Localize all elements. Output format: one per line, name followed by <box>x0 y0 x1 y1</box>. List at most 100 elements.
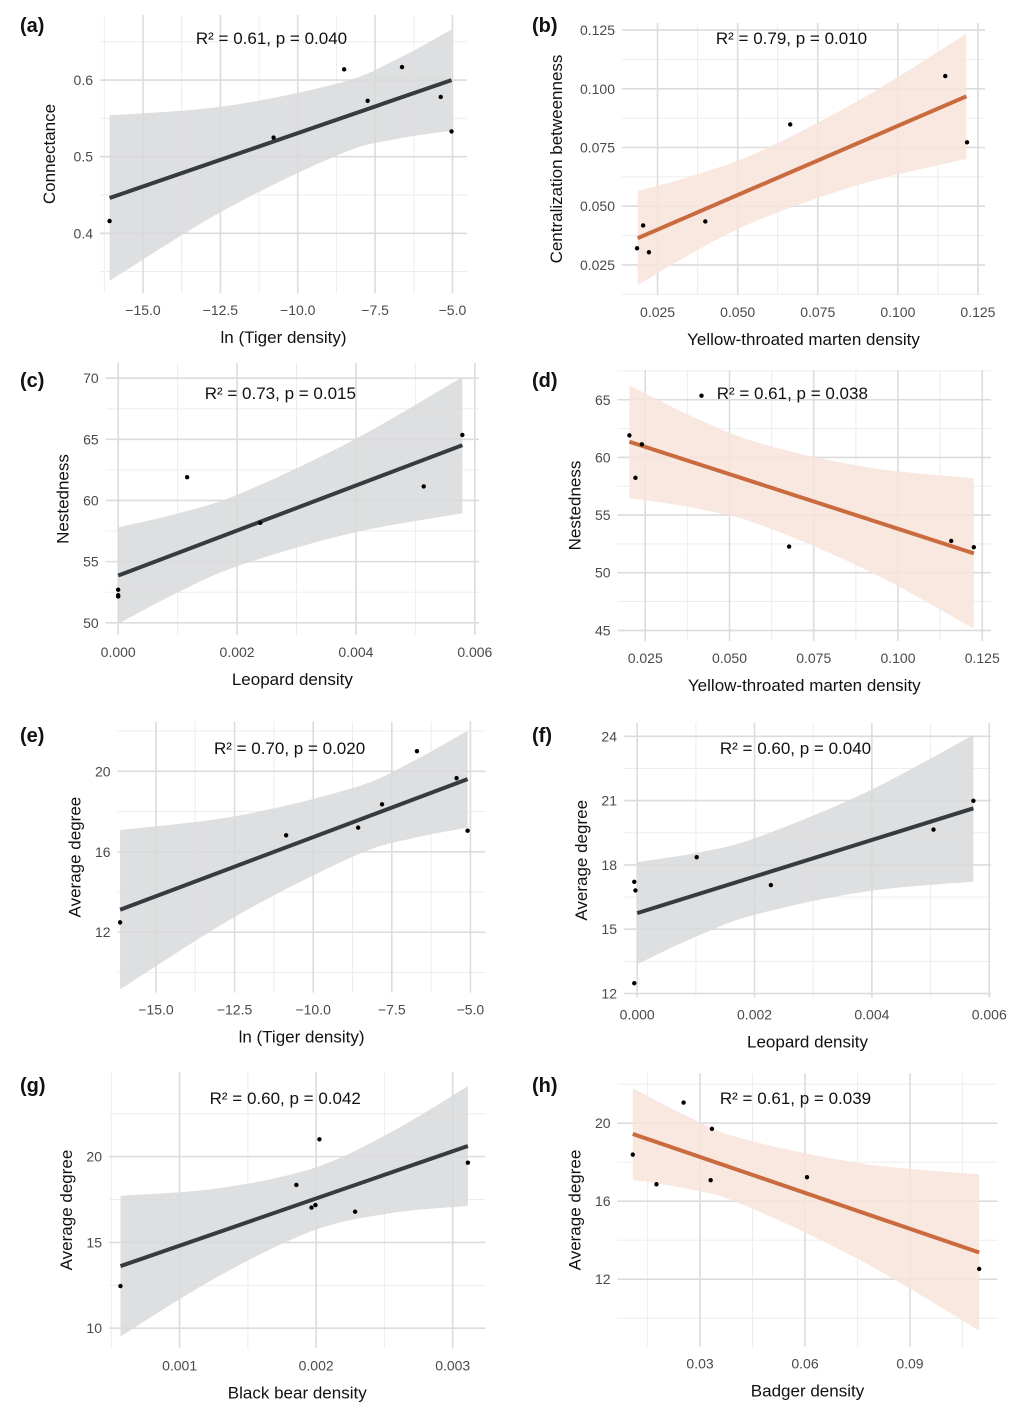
y-tick-label: 65 <box>83 431 99 447</box>
y-axis-title: Centralization betweenness <box>547 55 566 264</box>
x-tick-label: 0.004 <box>338 644 373 660</box>
data-point <box>977 1266 982 1272</box>
y-tick-label: 24 <box>601 728 617 744</box>
confidence-band <box>120 1086 468 1337</box>
regression-line <box>108 78 453 200</box>
x-tick-label: 0.100 <box>880 304 915 320</box>
data-point <box>627 433 632 438</box>
confidence-band <box>118 377 463 624</box>
data-point <box>654 1182 659 1187</box>
regression-line <box>632 1132 980 1255</box>
stats-annotation: R² = 0.79, p = 0.010 <box>716 29 867 48</box>
data-point <box>630 1152 635 1157</box>
panel-label: (g) <box>20 1075 46 1097</box>
y-axis-title: Connectance <box>40 104 59 204</box>
data-point <box>283 833 289 838</box>
y-tick-label: 0.4 <box>74 225 94 241</box>
y-axis-title: Nestedness <box>565 461 584 551</box>
y-tick-label: 16 <box>595 1193 611 1209</box>
regression-line <box>119 1144 469 1268</box>
panel-label: (e) <box>20 725 44 747</box>
y-tick-label: 12 <box>95 924 111 940</box>
panel-c: 0.000 0.002 0.004 0.006 50 55 60 65 70 Leopard de… <box>20 363 493 689</box>
panel-label: (d) <box>532 370 558 392</box>
panel-e: −15.0 −12.5 −10.0 −7.5 −5.0 12 16 20 ln (Tiger d… <box>20 721 486 1047</box>
data-point <box>634 246 640 251</box>
x-tick-label: 0.002 <box>220 644 255 660</box>
y-tick-label: 10 <box>86 1320 102 1336</box>
panel-label: (b) <box>532 15 558 37</box>
y-tick-label: 0.100 <box>580 81 615 97</box>
panel-f: 0.000 0.002 0.004 0.006 12 15 18 21 24 Leopard de… <box>532 723 1007 1052</box>
y-tick-label: 0.025 <box>580 257 615 273</box>
data-point <box>708 1177 713 1183</box>
y-tick-label: 55 <box>595 507 611 523</box>
x-axis-title: Badger density <box>751 1382 865 1401</box>
data-point <box>632 981 637 986</box>
data-point <box>646 250 652 255</box>
data-point <box>421 484 426 489</box>
data-point <box>317 1137 322 1142</box>
y-tick-label: 65 <box>595 392 611 408</box>
x-axis-title: Leopard density <box>747 1033 868 1052</box>
x-tick-label: 0.050 <box>712 650 747 666</box>
y-tick-label: 0.075 <box>580 139 615 155</box>
data-point <box>699 393 704 398</box>
data-point <box>949 538 954 544</box>
x-tick-label: 0.050 <box>720 304 755 320</box>
data-point <box>341 67 347 72</box>
x-axis-title: Yellow-throated marten density <box>688 676 921 695</box>
data-point <box>804 1175 810 1180</box>
data-point <box>399 64 405 70</box>
data-point <box>438 94 443 100</box>
gridlines <box>100 15 467 293</box>
y-tick-label: 12 <box>595 1271 611 1287</box>
y-tick-label: 55 <box>83 554 99 570</box>
data-point <box>309 1205 314 1210</box>
data-point <box>271 135 276 140</box>
x-tick-label: 0.004 <box>854 1007 889 1023</box>
panel-label: (c) <box>20 370 44 392</box>
data-point <box>379 802 385 807</box>
x-tick-label: 0.002 <box>737 1007 772 1023</box>
y-tick-label: 0.050 <box>580 198 615 214</box>
x-axis-title: ln (Tiger density) <box>239 1028 365 1047</box>
y-tick-label: 12 <box>601 986 617 1002</box>
data-point <box>633 888 638 893</box>
x-tick-label: 0.075 <box>800 304 835 320</box>
data-point <box>681 1100 686 1105</box>
x-tick-label: 0.000 <box>101 644 136 660</box>
data-point <box>768 882 774 888</box>
y-tick-label: 0.5 <box>74 149 94 165</box>
regression-line <box>636 94 968 240</box>
x-tick-label: −5.0 <box>439 302 467 318</box>
data-point <box>294 1182 299 1188</box>
y-tick-label: 45 <box>595 622 611 638</box>
stats-annotation: R² = 0.61, p = 0.039 <box>720 1089 871 1108</box>
stats-annotation: R² = 0.70, p = 0.020 <box>214 739 365 758</box>
x-tick-label: 0.000 <box>620 1007 655 1023</box>
panel-b: 0.025 0.050 0.075 0.100 0.125 0.025 0.050 0.075… <box>532 15 996 349</box>
y-tick-label: 60 <box>83 492 99 508</box>
y-tick-label: 70 <box>83 370 99 386</box>
data-point <box>786 544 792 549</box>
x-tick-label: −12.5 <box>203 302 239 318</box>
x-tick-label: −15.0 <box>125 302 161 318</box>
x-tick-label: −5.0 <box>457 1002 485 1018</box>
y-tick-label: 0.125 <box>580 22 615 38</box>
y-tick-label: 50 <box>595 565 611 581</box>
data-point <box>943 73 948 79</box>
y-tick-label: 16 <box>95 844 111 860</box>
x-axis-title: Black bear density <box>228 1383 367 1402</box>
data-point <box>971 545 977 550</box>
y-tick-label: 15 <box>86 1234 102 1250</box>
x-axis-title: Yellow-throated marten density <box>687 330 920 349</box>
data-point <box>640 223 646 228</box>
data-point <box>352 1209 358 1214</box>
x-tick-label: 0.075 <box>796 650 831 666</box>
confidence-band <box>109 29 452 281</box>
x-tick-label: −15.0 <box>138 1002 174 1018</box>
data-point <box>694 854 699 860</box>
y-tick-label: 21 <box>601 793 617 809</box>
